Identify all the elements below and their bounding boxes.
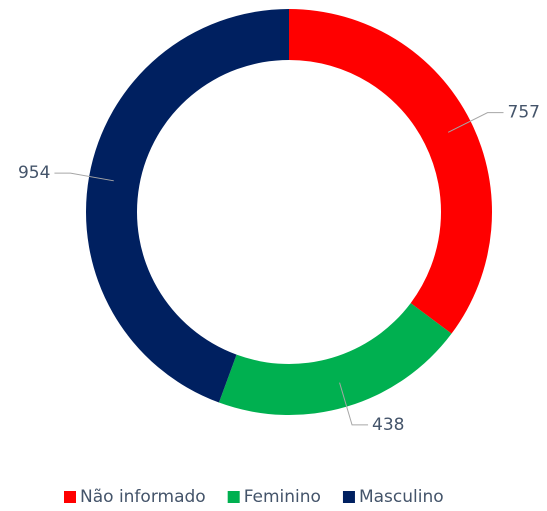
data-label: 438 bbox=[372, 415, 404, 435]
legend-swatch bbox=[227, 491, 240, 503]
data-label: 954 bbox=[18, 163, 50, 183]
leader-line bbox=[447, 112, 504, 133]
leader-line bbox=[54, 172, 114, 182]
donut-slice bbox=[289, 9, 492, 334]
donut-slice bbox=[218, 303, 452, 415]
legend-label: Masculino bbox=[359, 487, 444, 507]
donut-slice bbox=[86, 9, 290, 403]
data-label: 757 bbox=[508, 103, 540, 123]
legend-label: Não informado bbox=[80, 487, 206, 507]
leader-line bbox=[339, 382, 369, 426]
legend-label: Feminino bbox=[244, 487, 321, 507]
legend-swatch bbox=[64, 491, 76, 503]
legend-swatch bbox=[342, 491, 355, 503]
